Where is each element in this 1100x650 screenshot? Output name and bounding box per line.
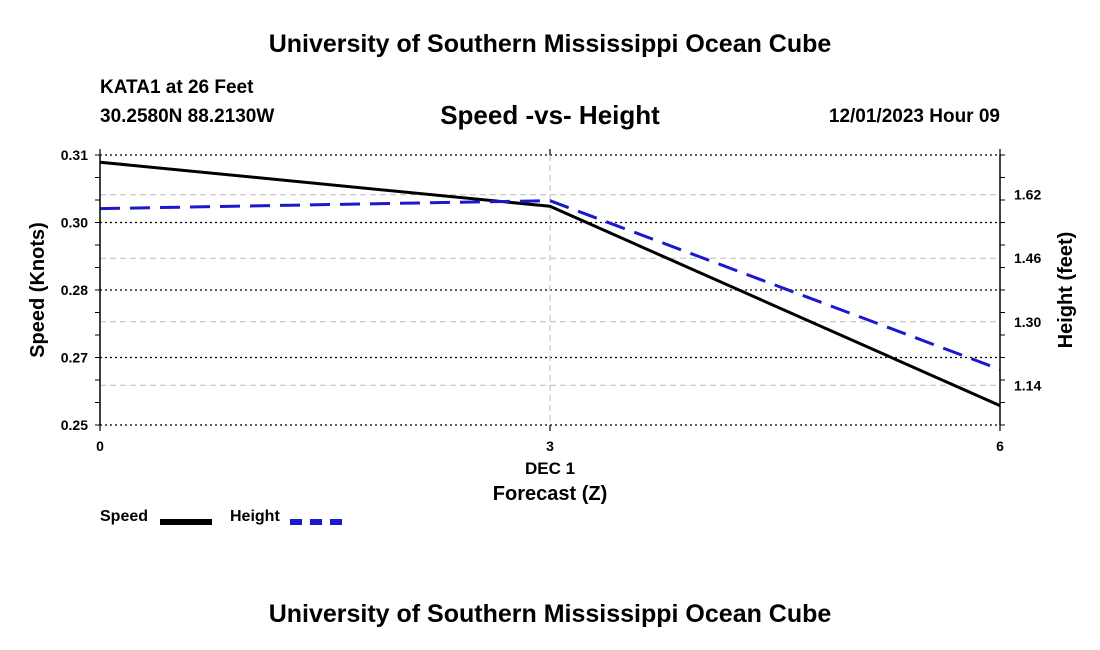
legend-speed-label: Speed <box>100 508 149 525</box>
right-tick-label: 1.30 <box>1014 314 1041 330</box>
legend-height-line <box>290 519 342 525</box>
left-tick-label: 0.27 <box>61 350 88 366</box>
legend-height-label: Height <box>230 508 280 525</box>
tick-labels: 0.25 0.27 0.28 0.30 0.31 1.14 1.30 1.46 1.62 0 3 6 D… <box>27 147 1077 505</box>
left-tick-label: 0.25 <box>61 417 88 433</box>
series-speed-line <box>99 160 1001 408</box>
main-title: University of Southern Mississippi Ocean… <box>268 30 832 58</box>
datetime-label: 12/01/2023 Hour 09 <box>828 106 1000 127</box>
plot-frame <box>95 149 1005 431</box>
right-tick-label: 1.62 <box>1014 187 1041 203</box>
x-tick-label: 3 <box>546 438 554 454</box>
x-tick-label: 0 <box>96 438 104 454</box>
chart-title: Speed -vs- Height <box>440 100 660 130</box>
right-tick-label: 1.14 <box>1014 377 1041 393</box>
left-tick-label: 0.31 <box>61 147 88 163</box>
grid <box>100 154 1000 426</box>
series-layer <box>99 160 1001 408</box>
footer-title: University of Southern Mississippi Ocean… <box>268 600 832 628</box>
x-axis-title: Forecast (Z) <box>493 483 607 505</box>
station-label: KATA1 at 26 Feet <box>100 77 254 98</box>
right-axis-title: Height (feet) <box>1055 232 1077 349</box>
coordinates-label: 30.2580N 88.2130W <box>100 106 275 127</box>
series-height-line <box>99 199 1001 371</box>
left-tick-label: 0.28 <box>61 282 88 298</box>
right-tick-label: 1.46 <box>1014 250 1041 266</box>
left-axis-title: Speed (Knots) <box>27 222 49 358</box>
x-date-label: DEC 1 <box>525 459 575 478</box>
left-tick-label: 0.30 <box>61 215 88 231</box>
x-tick-label: 6 <box>996 438 1004 454</box>
legend-speed-line <box>160 519 212 525</box>
